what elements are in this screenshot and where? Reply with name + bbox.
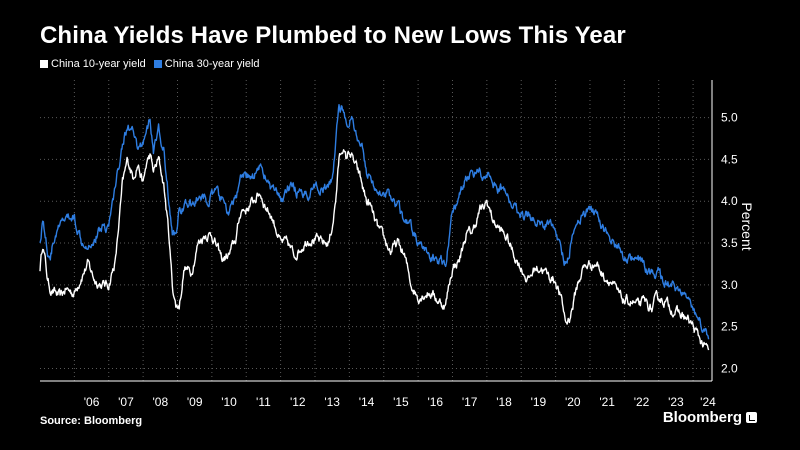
x-tick-label: '08 xyxy=(152,395,168,409)
x-tick-label: '13 xyxy=(324,395,340,409)
legend-label-30-year: China 30-year yield xyxy=(164,58,260,70)
legend-swatch-10-year xyxy=(40,60,48,68)
y-tick-label: 3.0 xyxy=(721,278,738,292)
y-tick-label: 2.0 xyxy=(721,361,738,375)
series-line-10-year xyxy=(39,149,710,351)
x-tick-label: '14 xyxy=(359,395,375,409)
x-tick-label: '17 xyxy=(462,395,478,409)
x-tick-label: '23 xyxy=(668,395,684,409)
x-tick-label: '11 xyxy=(256,395,271,409)
x-tick-label: '20 xyxy=(565,395,581,409)
source-note: Source: Bloomberg xyxy=(40,415,143,427)
series-line-30-year xyxy=(39,104,710,340)
y-tick-label: 5.0 xyxy=(721,111,738,125)
legend-item-30-year: China 30-year yield xyxy=(153,58,260,70)
x-tick-label: '16 xyxy=(427,395,443,409)
chart-title: China Yields Have Plumbed to New Lows Th… xyxy=(40,22,626,49)
x-tick-label: '22 xyxy=(634,395,650,409)
legend-item-10-year: China 10-year yield xyxy=(40,58,146,70)
x-tick-label: '21 xyxy=(599,395,615,409)
y-tick-label: 4.0 xyxy=(721,194,738,208)
y-tick-label: 3.5 xyxy=(721,236,738,250)
x-tick-label: '10 xyxy=(221,395,237,409)
legend: China 10-year yield China 30-year yield xyxy=(40,58,260,70)
x-tick-label: '18 xyxy=(496,395,512,409)
legend-label-10-year: China 10-year yield xyxy=(51,58,146,70)
x-tick-label: '07 xyxy=(118,395,134,409)
x-tick-label: '19 xyxy=(531,395,547,409)
brand-label: Bloomberg xyxy=(662,409,742,426)
bloomberg-badge-icon xyxy=(746,412,757,423)
legend-swatch-30-year xyxy=(153,60,162,68)
x-tick-label: '12 xyxy=(290,395,306,409)
x-tick-label: '09 xyxy=(187,395,203,409)
y-tick-label: 2.5 xyxy=(721,320,738,334)
x-tick-label: '24 xyxy=(700,395,716,409)
bloomberg-logo: Bloomberg xyxy=(663,409,757,426)
y-axis-title: Percent xyxy=(739,202,755,250)
x-tick-label: '06 xyxy=(84,395,100,409)
y-tick-label: 4.5 xyxy=(721,152,738,166)
x-tick-label: '15 xyxy=(393,395,409,409)
